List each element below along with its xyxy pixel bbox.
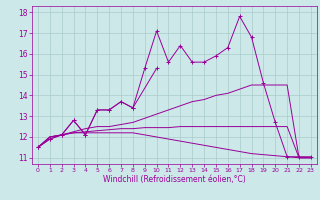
X-axis label: Windchill (Refroidissement éolien,°C): Windchill (Refroidissement éolien,°C)	[103, 175, 246, 184]
